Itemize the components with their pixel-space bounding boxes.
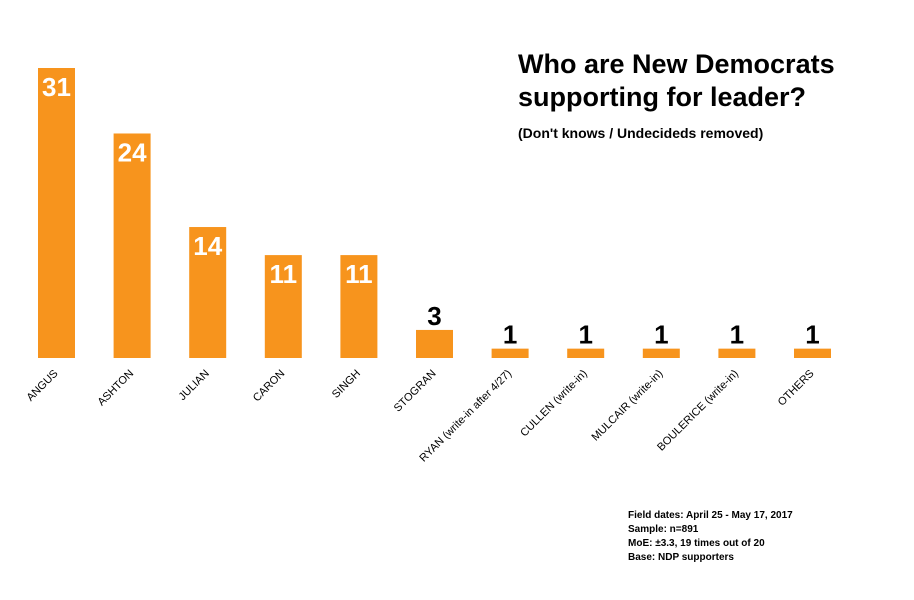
- category-label: CARON: [251, 368, 288, 405]
- bar-value-label: 11: [345, 259, 373, 289]
- base-note: Base: NDP supporters: [628, 552, 734, 563]
- category-label: BOULERICE (write-in): [655, 368, 741, 454]
- category-label: ANGUS: [24, 368, 60, 404]
- moe-note: MoE: ±3.3, 19 times out of 20: [628, 538, 765, 549]
- chart-title: Who are New Democrats supporting for lea…: [518, 49, 835, 112]
- bar-value-label: 1: [730, 320, 744, 350]
- category-label: SINGH: [330, 368, 363, 401]
- category-label: JULIAN: [177, 368, 212, 403]
- category-label: STOGRAN: [392, 368, 439, 415]
- category-label: OTHERS: [776, 368, 817, 409]
- sample-note: Sample: n=891: [628, 524, 699, 535]
- bar-value-label: 1: [503, 320, 517, 350]
- bar-4: [264, 255, 302, 358]
- bar-8: [567, 348, 605, 358]
- bar-1: [38, 68, 75, 358]
- chart-subtitle: (Don't knows / Undecideds removed): [518, 125, 764, 141]
- category-label: ASHTON: [95, 368, 136, 409]
- bar-9: [642, 348, 680, 358]
- category-label: CULLEN (write-in): [518, 368, 590, 440]
- bar-11: [794, 348, 831, 358]
- bar-5: [340, 255, 378, 358]
- bar-7: [491, 348, 529, 358]
- bar-value-label: 14: [193, 231, 222, 261]
- field-dates-note: Field dates: April 25 - May 17, 2017: [628, 510, 793, 521]
- bar-value-label: 1: [805, 320, 819, 350]
- bar-value-label: 24: [118, 137, 147, 167]
- bar-3: [189, 227, 227, 358]
- bar-10: [718, 348, 756, 358]
- bar-value-label: 1: [654, 320, 668, 350]
- bar-value-label: 11: [270, 259, 298, 289]
- bar-value-label: 3: [427, 301, 441, 331]
- bar-value-label: 31: [42, 72, 71, 102]
- methodology-notes: Field dates: April 25 - May 17, 2017 Sam…: [628, 509, 793, 565]
- bar-6: [416, 329, 453, 358]
- category-label: MULCAIR (write-in): [590, 368, 666, 444]
- bar-2: [113, 133, 151, 358]
- bar-value-label: 1: [578, 320, 592, 350]
